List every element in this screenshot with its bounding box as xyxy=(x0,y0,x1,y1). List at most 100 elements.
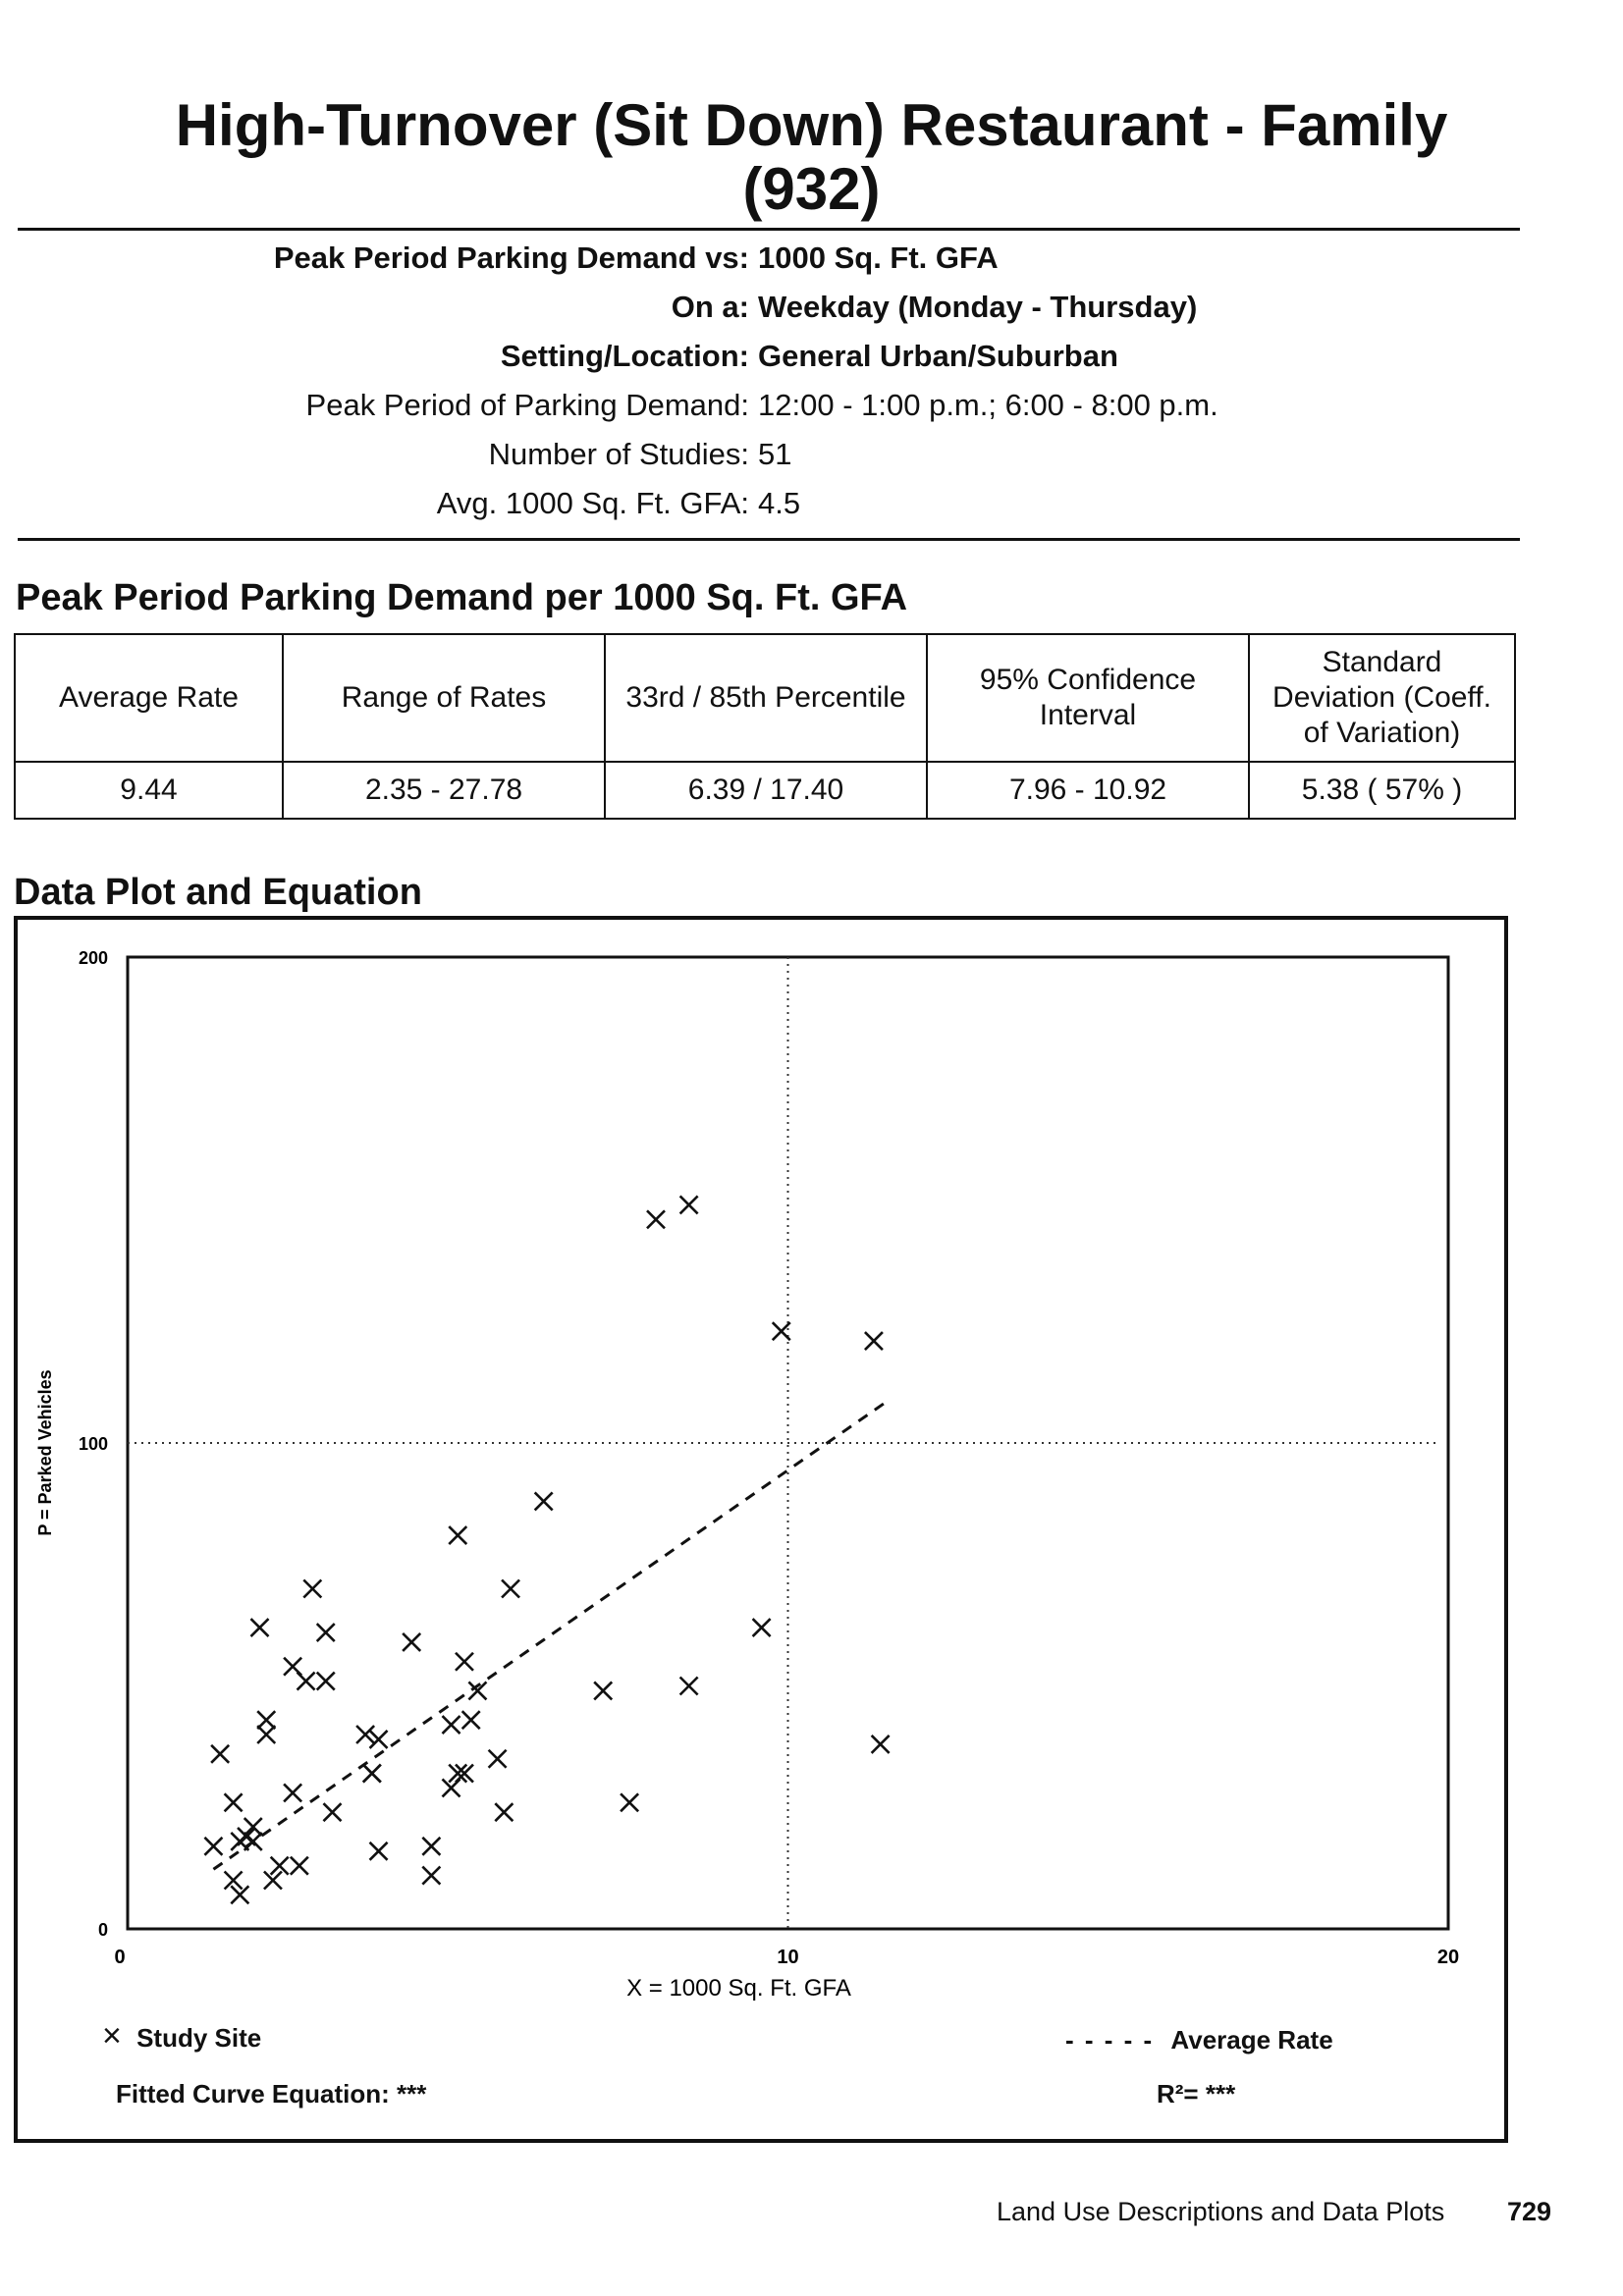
x-tick-label: 0 xyxy=(114,1947,125,1968)
info-value: General Urban/Suburban xyxy=(758,339,1118,373)
info-label: Peak Period Parking Demand vs: xyxy=(273,240,749,275)
data-point xyxy=(230,1885,250,1905)
data-point xyxy=(203,1836,224,1856)
rates-value-cell: 5.38 ( 57% ) xyxy=(1248,761,1516,820)
data-point xyxy=(678,1676,699,1696)
data-point xyxy=(494,1802,514,1823)
rates-value-row: 9.44 2.35 - 27.78 6.39 / 17.40 7.96 - 10… xyxy=(14,761,1516,820)
data-point xyxy=(751,1618,772,1638)
data-point xyxy=(243,1831,263,1851)
data-point xyxy=(289,1855,309,1876)
info-value: Weekday (Monday - Thursday) xyxy=(758,290,1198,324)
info-label: Peak Period of Parking Demand: xyxy=(305,388,749,422)
rates-header-cell: 33rd / 85th Percentile xyxy=(604,633,928,763)
data-point xyxy=(448,1763,468,1784)
y-tick-label: 100 xyxy=(79,1434,108,1454)
fitted-curve-equation: Fitted Curve Equation: *** xyxy=(116,2079,427,2109)
legend-study-site-label: Study Site xyxy=(136,2023,262,2053)
rates-header-cell: Average Rate xyxy=(14,633,284,763)
reference-lines xyxy=(128,957,1436,1929)
rates-value-cell: 7.96 - 10.92 xyxy=(926,761,1250,820)
data-point xyxy=(467,1681,488,1701)
plot-frame xyxy=(14,916,1508,2143)
x-tick-label: 20 xyxy=(1437,1947,1459,1968)
info-value: 51 xyxy=(758,437,792,471)
data-point xyxy=(448,1525,468,1545)
data-point xyxy=(455,1763,474,1784)
rates-header-cell: 95% Confidence Interval xyxy=(926,633,1250,763)
average-rate-line-group xyxy=(212,1400,889,1871)
title-divider xyxy=(18,228,1520,231)
rates-header-cell: Range of Rates xyxy=(282,633,606,763)
data-point xyxy=(256,1710,277,1731)
data-point xyxy=(678,1195,699,1215)
data-point xyxy=(210,1743,231,1764)
data-point xyxy=(593,1681,614,1701)
rates-header-cell: Standard Deviation (Coeff. of Variation) xyxy=(1248,633,1516,763)
plot-section-title: Data Plot and Equation xyxy=(14,872,422,913)
legend-average-rate-label: Average Rate xyxy=(1170,2025,1333,2055)
study-site-marker-icon: × xyxy=(102,2017,122,2055)
page-number: 729 xyxy=(1507,2197,1552,2226)
data-point xyxy=(223,1792,243,1813)
info-label: Setting/Location: xyxy=(500,339,749,373)
data-point xyxy=(402,1632,422,1652)
data-point xyxy=(243,1817,263,1837)
data-point xyxy=(421,1865,442,1886)
data-point xyxy=(302,1578,323,1599)
rates-table: Average Rate Range of Rates 33rd / 85th … xyxy=(14,633,1516,820)
data-point xyxy=(620,1792,640,1813)
page-subtitle-code: (932) xyxy=(742,156,881,222)
data-point xyxy=(296,1671,316,1691)
data-point xyxy=(256,1725,277,1744)
data-point xyxy=(533,1491,554,1512)
data-point xyxy=(421,1836,442,1856)
data-point xyxy=(487,1748,508,1769)
rates-value-cell: 9.44 xyxy=(14,761,284,820)
data-point xyxy=(223,1870,243,1891)
info-value: 4.5 xyxy=(758,486,801,520)
data-point xyxy=(771,1321,791,1342)
data-point xyxy=(263,1870,283,1891)
data-point xyxy=(249,1618,270,1638)
x-tick-label: 10 xyxy=(777,1947,798,1968)
info-label: On a: xyxy=(671,290,749,324)
info-label: Number of Studies: xyxy=(488,437,749,471)
legend-study-site: × Study Site xyxy=(102,2017,261,2056)
rates-value-cell: 2.35 - 27.78 xyxy=(282,761,606,820)
average-rate-dash-icon: - - - - - xyxy=(1065,2025,1155,2055)
data-point xyxy=(283,1783,303,1803)
rates-value-cell: 6.39 / 17.40 xyxy=(604,761,928,820)
data-points xyxy=(203,1195,891,1905)
x-axis-label: X = 1000 Sq. Ft. GFA xyxy=(626,1975,851,2002)
rates-header-row: Average Rate Range of Rates 33rd / 85th … xyxy=(14,633,1516,763)
info-label: Avg. 1000 Sq. Ft. GFA: xyxy=(436,486,749,520)
data-point xyxy=(368,1730,389,1749)
footer-text: Land Use Descriptions and Data Plots xyxy=(997,2197,1445,2226)
info-value: 1000 Sq. Ft. GFA xyxy=(758,240,999,275)
data-point xyxy=(355,1725,376,1744)
data-point xyxy=(864,1331,884,1351)
data-point xyxy=(646,1209,666,1230)
data-point xyxy=(870,1734,891,1754)
data-point xyxy=(455,1651,474,1672)
data-point xyxy=(441,1715,461,1735)
info-value: 12:00 - 1:00 p.m.; 6:00 - 8:00 p.m. xyxy=(758,388,1218,422)
y-tick-label: 200 xyxy=(79,948,108,968)
data-point xyxy=(501,1578,520,1599)
data-point xyxy=(460,1710,481,1731)
average-rate-line xyxy=(212,1400,889,1871)
rates-section-title: Peak Period Parking Demand per 1000 Sq. … xyxy=(16,577,908,618)
y-tick-label: 0 xyxy=(98,1920,108,1940)
data-point xyxy=(361,1763,382,1784)
r-squared: R²= *** xyxy=(1157,2079,1236,2109)
info-divider xyxy=(18,538,1520,541)
data-point xyxy=(322,1802,343,1823)
data-point xyxy=(368,1841,389,1861)
data-point xyxy=(315,1623,336,1642)
data-point xyxy=(269,1855,290,1876)
legend-average-rate: - - - - - Average Rate xyxy=(1065,2025,1333,2056)
data-point xyxy=(315,1671,336,1691)
